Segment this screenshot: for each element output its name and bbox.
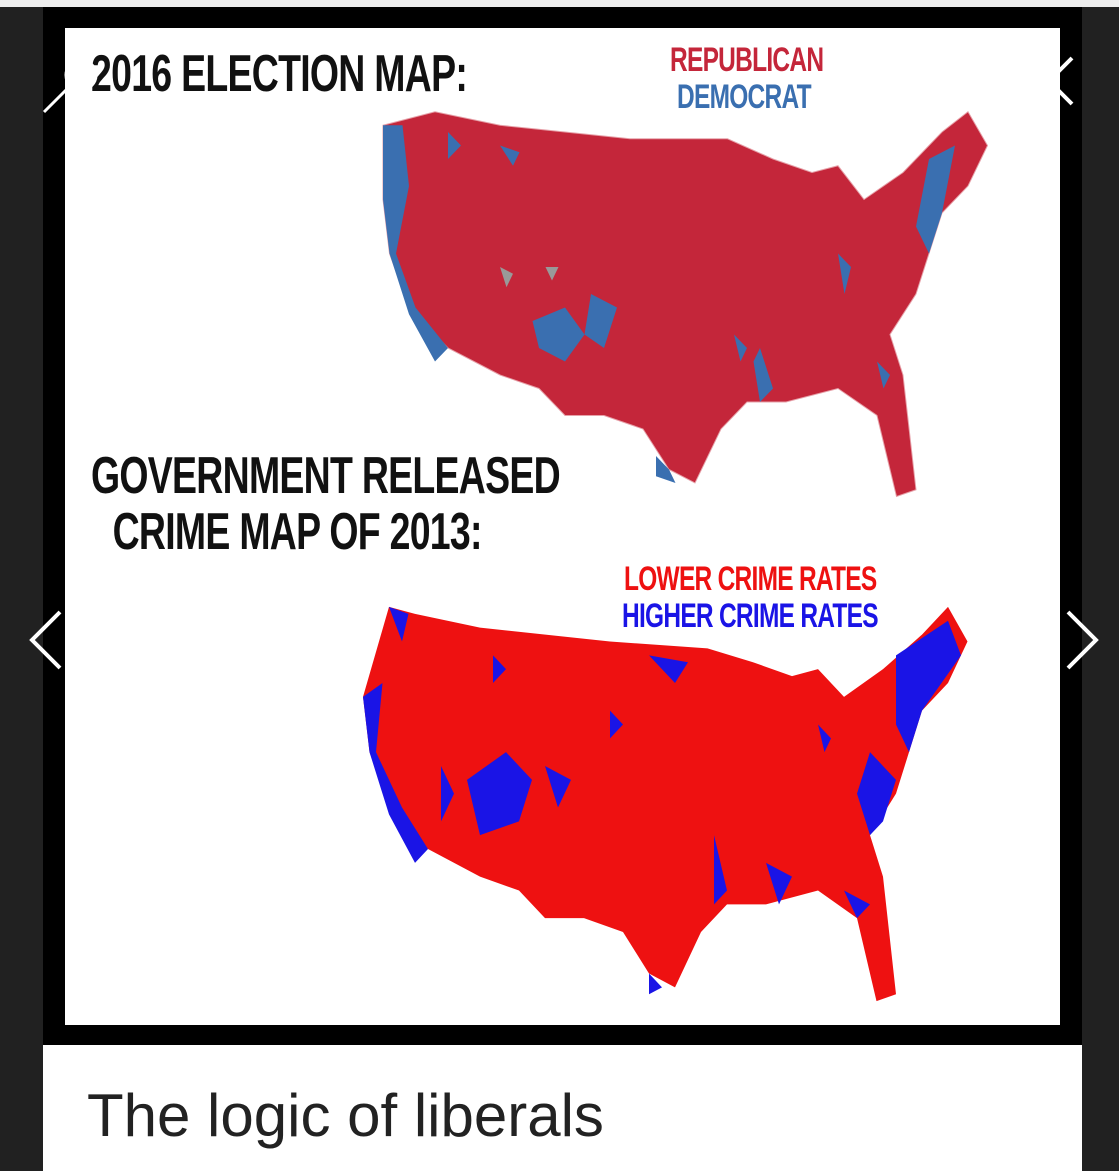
image-caption: The logic of liberals: [43, 1045, 1082, 1171]
crime-map: [363, 606, 968, 1002]
image-frame: 2016 ELECTION MAP: REPUBLICAN DEMOCRAT G…: [43, 7, 1082, 1045]
chevron-right-icon[interactable]: [1062, 608, 1102, 672]
crime-map-title-line2: CRIME MAP OF 2013:: [112, 503, 483, 561]
caption-text: The logic of liberals: [87, 1082, 604, 1149]
legend-republican: REPUBLICAN: [670, 41, 824, 79]
crime-map-title: GOVERNMENT RELEASED CRIME MAP OF 2013:: [91, 447, 561, 561]
magnifier-icon[interactable]: [38, 48, 108, 118]
crime-map-title-line1: GOVERNMENT RELEASED: [91, 447, 561, 505]
election-map: [382, 111, 989, 498]
election-map-title: 2016 ELECTION MAP:: [91, 45, 468, 103]
legend-lower-crime: LOWER CRIME RATES: [624, 560, 877, 598]
top-strip: [0, 0, 1119, 7]
meme-image: 2016 ELECTION MAP: REPUBLICAN DEMOCRAT G…: [65, 28, 1060, 1025]
legend-democrat: DEMOCRAT: [677, 78, 812, 116]
legend-higher-crime: HIGHER CRIME RATES: [622, 597, 879, 635]
chevron-left-icon[interactable]: [26, 608, 66, 672]
close-icon[interactable]: [1020, 52, 1078, 110]
